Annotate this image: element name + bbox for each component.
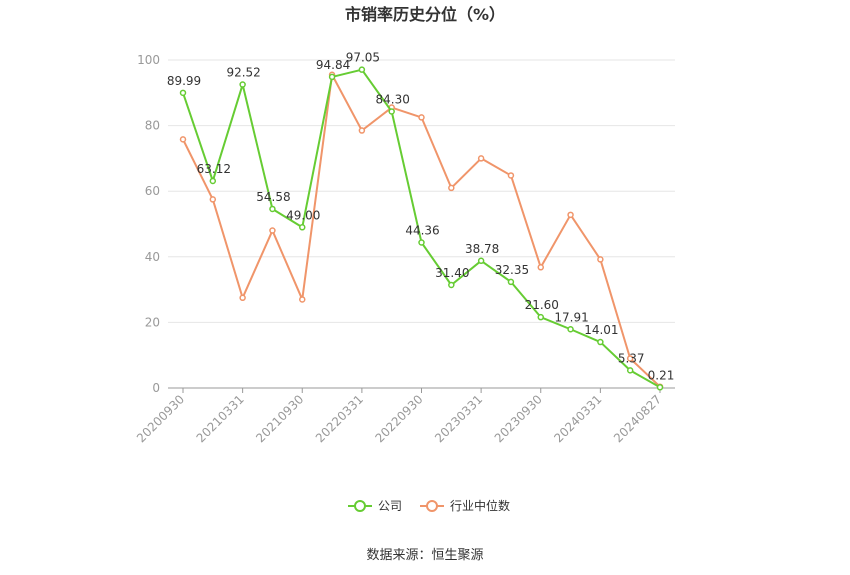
y-tick-label: 20 (145, 315, 160, 329)
data-point (448, 281, 455, 289)
data-label: 0.21 (648, 368, 675, 382)
x-tick-label: 20230331 (432, 392, 485, 445)
data-label: 54.58 (256, 190, 290, 204)
data-label: 17.91 (554, 310, 588, 324)
data-label: 21.60 (525, 298, 559, 312)
data-point (567, 326, 574, 333)
data-point (507, 172, 515, 179)
data-point (239, 81, 246, 88)
legend-label: 行业中位数 (450, 498, 510, 513)
y-tick-label: 40 (145, 250, 160, 264)
data-point (537, 313, 544, 321)
data-point (567, 211, 574, 219)
source-note: 数据来源：恒生聚源 (366, 548, 483, 563)
data-point (626, 367, 634, 374)
data-point (269, 205, 276, 213)
data-point (179, 89, 187, 97)
data-point (597, 256, 604, 263)
chart-title: 市销率历史分位（%） (345, 5, 505, 24)
data-point (209, 196, 217, 203)
data-label: 44.36 (405, 223, 439, 237)
data-label: 14.01 (584, 323, 618, 337)
y-tick-label: 60 (145, 184, 160, 198)
legend-swatch-marker (426, 500, 438, 512)
x-axis: 20200930 20210331 20210930 20220331 20220930… (134, 388, 664, 445)
x-tick-label: 20230930 (492, 392, 545, 445)
data-label: 97.05 (346, 51, 380, 65)
legend[interactable]: 公司 行业中位数 (348, 498, 510, 513)
data-point (477, 155, 485, 162)
data-label: 84.30 (376, 92, 410, 106)
x-tick-label: 20210331 (194, 392, 247, 445)
legend-item-1[interactable]: 行业中位数 (420, 498, 510, 513)
data-point (418, 239, 425, 246)
data-label: 94.84 (316, 58, 350, 72)
data-label: 31.40 (435, 266, 469, 280)
data-point (507, 278, 515, 286)
data-point (626, 355, 634, 362)
data-label: 32.35 (495, 263, 529, 277)
x-tick-label: 20200930 (134, 392, 187, 445)
data-point (299, 296, 306, 303)
legend-item-0[interactable]: 公司 (348, 499, 402, 513)
legend-swatch-marker (354, 500, 366, 512)
data-point (358, 66, 366, 73)
data-point (209, 177, 217, 185)
x-tick-label: 20240827 (611, 392, 664, 445)
legend-label: 公司 (378, 499, 402, 513)
data-point (656, 384, 664, 391)
data-point (269, 227, 276, 234)
x-tick-label: 20220930 (373, 392, 426, 445)
data-point (388, 108, 395, 115)
data-point (537, 264, 544, 271)
data-point (418, 114, 425, 121)
data-label: 89.99 (167, 74, 201, 88)
data-point (179, 136, 187, 143)
y-tick-label: 100 (137, 53, 160, 67)
data-point (239, 294, 246, 302)
data-point (597, 338, 604, 346)
x-tick-label: 20240331 (551, 392, 604, 445)
data-point (358, 127, 366, 134)
x-tick-label: 20220331 (313, 392, 366, 445)
data-point (299, 224, 306, 231)
data-label: 92.52 (226, 66, 260, 80)
y-axis: 0 20 40 60 80 100 (137, 53, 160, 395)
data-label: 38.78 (465, 242, 499, 256)
data-label: 5.37 (618, 351, 645, 365)
x-tick-label: 20210930 (253, 392, 306, 445)
data-point (477, 257, 485, 265)
data-label: 49.00 (286, 208, 320, 222)
data-label: 63.12 (197, 162, 231, 176)
data-point (328, 73, 336, 81)
y-tick-label: 0 (152, 381, 160, 395)
data-point (448, 184, 455, 192)
y-tick-label: 80 (145, 119, 160, 133)
